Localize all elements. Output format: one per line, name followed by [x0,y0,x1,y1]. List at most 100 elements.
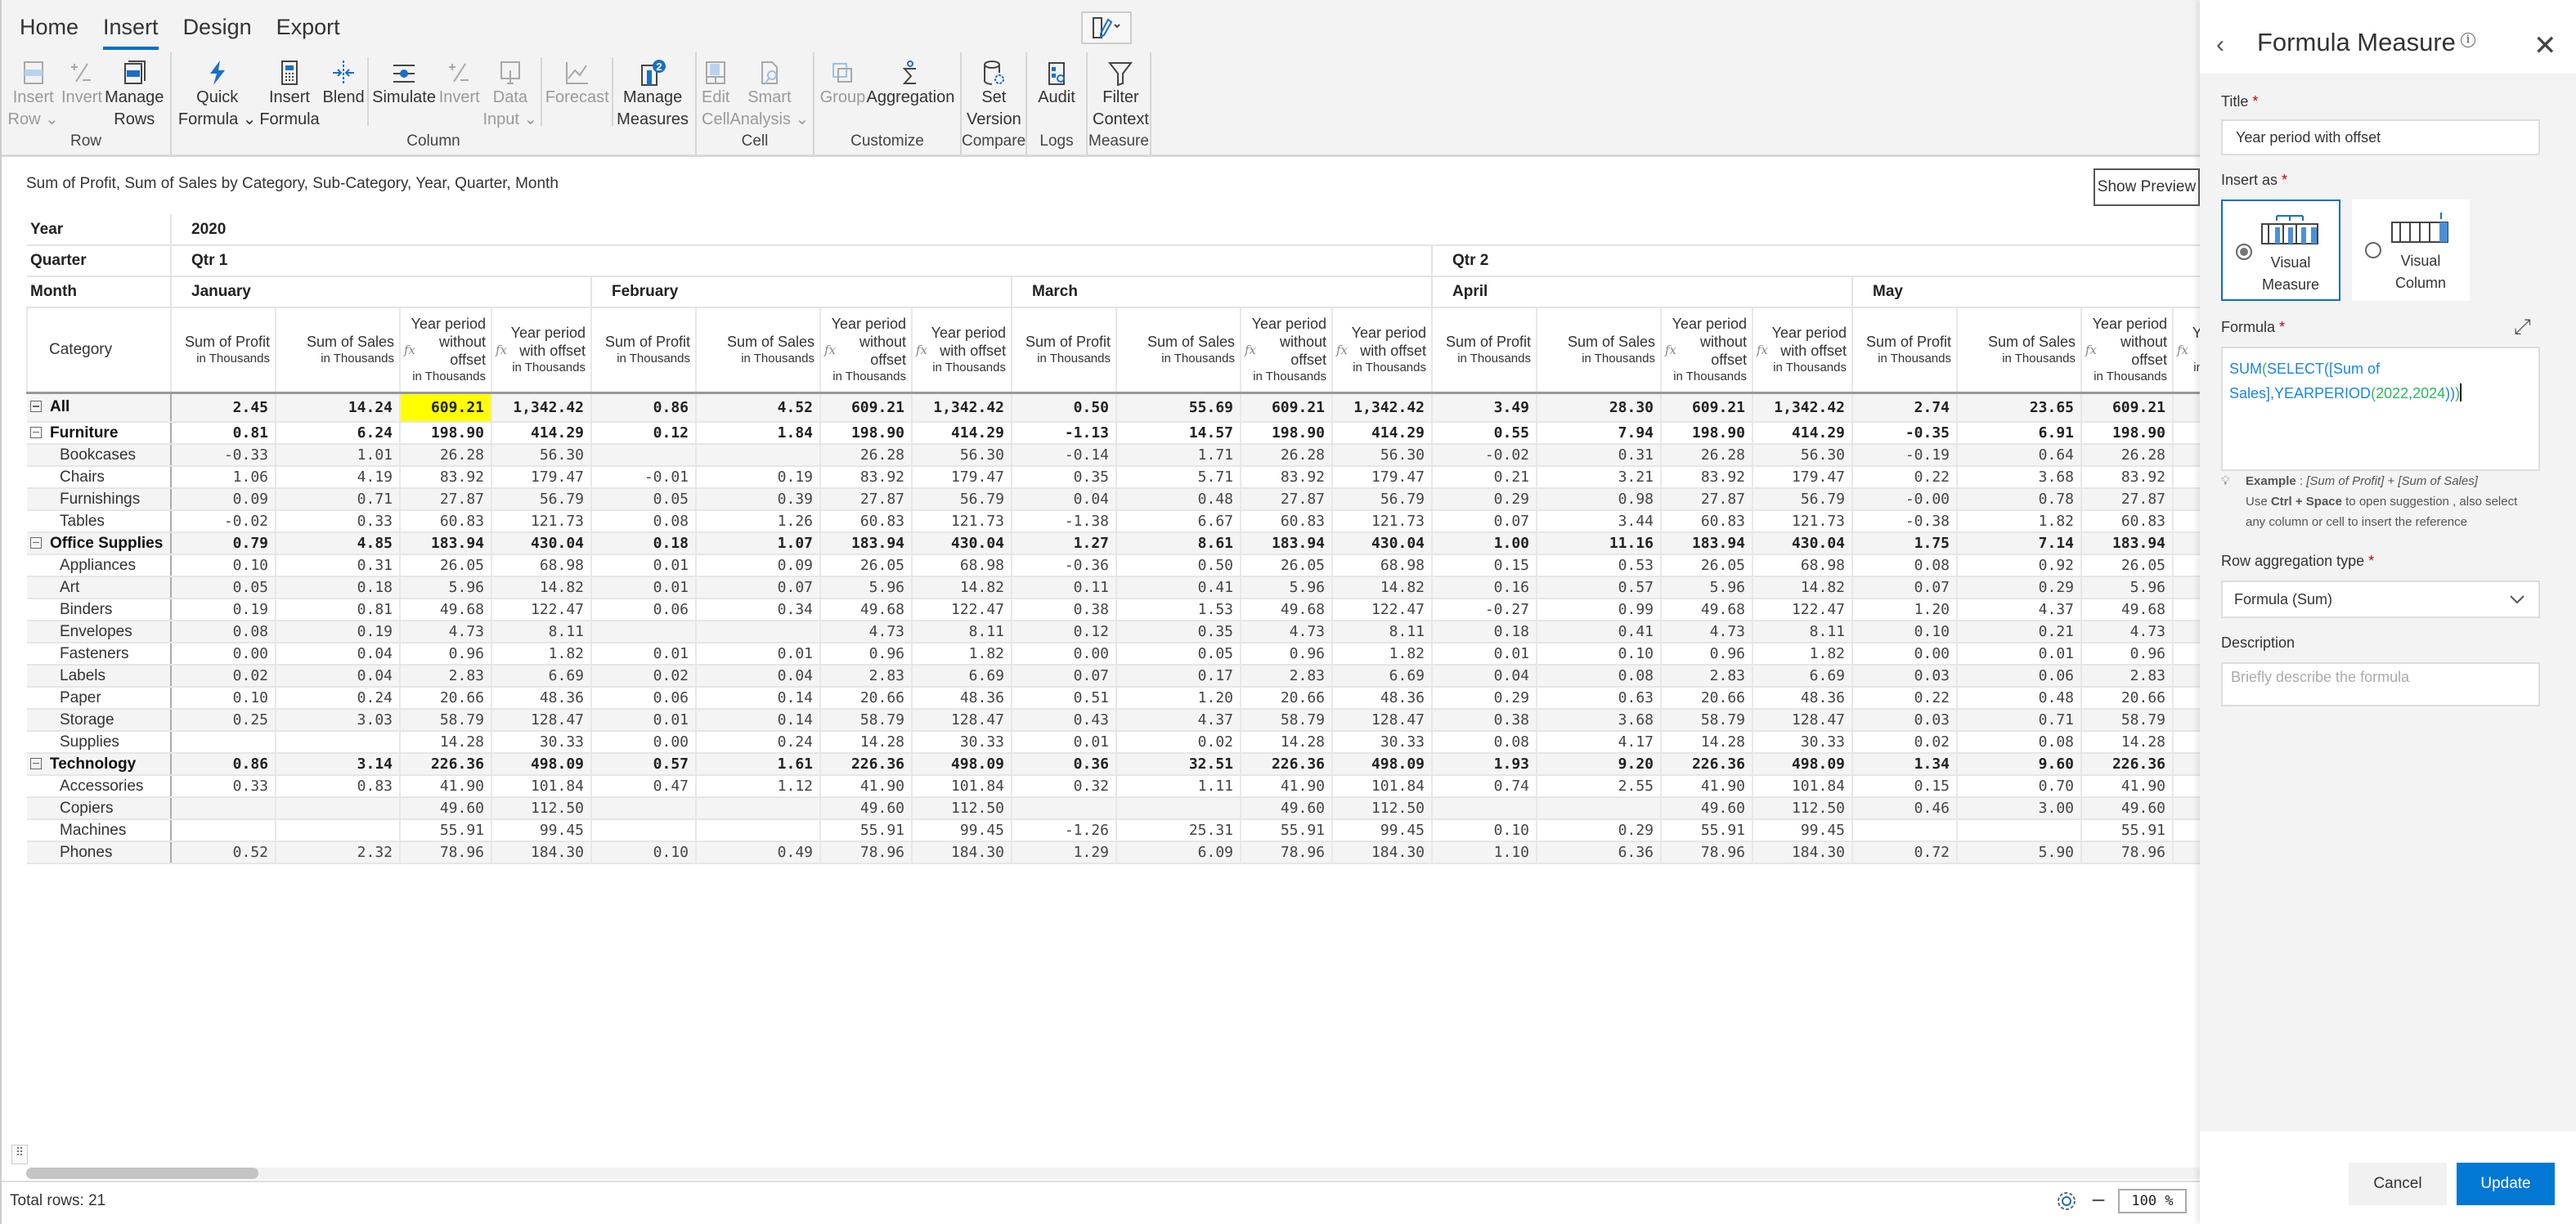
data-cell[interactable]: 4.73 [2081,621,2174,643]
data-cell[interactable] [2173,687,2201,710]
data-cell[interactable]: 0.32 [1012,775,1117,798]
data-cell[interactable] [591,819,697,842]
data-cell[interactable]: 0.01 [591,554,697,577]
data-cell[interactable]: 0.10 [1852,621,1958,643]
back-chevron-icon[interactable]: ‹ [2216,31,2224,58]
data-cell[interactable]: 198.90 [1661,422,1753,445]
data-cell[interactable] [591,621,697,643]
data-cell[interactable]: 1.61 [696,753,821,776]
collapse-icon[interactable] [30,536,42,549]
data-cell[interactable]: 179.47 [912,466,1012,489]
data-cell[interactable]: 27.87 [820,488,913,511]
data-cell[interactable]: 6.69 [912,665,1012,688]
measure-column-header[interactable]: Sum of Profit in Thousands [1851,307,1958,394]
data-cell[interactable]: 0.11 [1012,576,1117,599]
data-cell[interactable]: 8.11 [912,621,1012,643]
data-cell[interactable]: 14.57 [1116,422,1241,445]
data-cell[interactable]: 183.94 [1661,532,1753,555]
data-cell[interactable]: 128.47 [912,709,1012,732]
data-cell[interactable]: 183.94 [1241,532,1333,555]
data-cell[interactable]: 6.69 [491,665,592,688]
show-preview-button[interactable]: Show Preview [2094,168,2200,206]
data-cell[interactable]: 1.82 [1332,643,1433,666]
data-cell[interactable]: 2.83 [820,665,913,688]
data-cell[interactable]: 0.52 [171,841,276,864]
data-cell[interactable]: 20.66 [2081,687,2174,710]
data-cell[interactable]: 0.12 [1012,621,1117,643]
month-header[interactable]: February [590,276,1012,308]
data-cell[interactable]: 0.31 [1537,444,1662,467]
blend-button[interactable]: Blend [322,52,365,131]
data-cell[interactable]: 7.14 [1957,532,2082,555]
data-cell[interactable]: 0.78 [1957,488,2082,511]
data-cell[interactable] [2173,554,2201,577]
data-cell[interactable]: 414.29 [912,422,1012,445]
data-cell[interactable]: 128.47 [1332,709,1433,732]
data-cell[interactable] [2173,392,2201,423]
data-cell[interactable]: 4.73 [1241,621,1333,643]
data-cell[interactable]: 0.33 [171,775,276,798]
data-cell[interactable]: 83.92 [820,466,913,489]
data-cell[interactable]: 3.49 [1432,392,1537,423]
data-cell[interactable]: -0.02 [171,510,276,533]
visual-column-radio[interactable] [2365,242,2381,258]
data-cell[interactable]: 68.98 [912,554,1012,577]
data-cell[interactable]: 0.55 [1432,422,1537,445]
data-cell[interactable]: 68.98 [491,554,592,577]
data-cell[interactable]: 0.08 [1432,731,1537,754]
data-cell[interactable]: 6.36 [1537,841,1662,864]
data-cell[interactable] [2173,532,2201,555]
edit-mode-button[interactable] [1081,11,1132,44]
data-cell[interactable]: 0.29 [1432,488,1537,511]
data-cell[interactable]: -0.02 [1432,444,1537,467]
data-cell[interactable]: 41.90 [400,775,492,798]
data-cell[interactable]: 0.18 [1432,621,1537,643]
data-cell[interactable]: 8.11 [491,621,592,643]
measure-column-header[interactable]: fx Year period without offset in Thousands [1240,307,1333,394]
data-cell[interactable]: 27.87 [400,488,492,511]
data-cell[interactable]: 0.50 [1012,392,1117,423]
data-cell[interactable]: 6.69 [1752,665,1853,688]
zoom-level-input[interactable]: 100 % [2118,1189,2187,1213]
measure-column-header[interactable]: Sum of Profit in Thousands [1431,307,1537,394]
data-cell[interactable]: 1.00 [1432,532,1537,555]
data-cell[interactable]: 2.74 [1852,392,1958,423]
data-cell[interactable]: 60.83 [1241,510,1333,533]
data-cell[interactable]: 184.30 [1752,841,1853,864]
data-cell[interactable]: 0.49 [696,841,821,864]
data-cell[interactable]: 0.29 [1957,576,2082,599]
data-cell[interactable]: 179.47 [1332,466,1433,489]
data-cell[interactable]: 11.16 [1537,532,1662,555]
data-cell[interactable]: 48.36 [491,687,592,710]
data-cell[interactable]: 56.30 [1332,444,1433,467]
data-cell[interactable]: 58.79 [1241,709,1333,732]
data-cell[interactable]: 26.05 [2081,554,2174,577]
data-cell[interactable]: 78.96 [2081,841,2174,864]
measure-column-header[interactable]: Sum of Sales in Thousands [1956,307,2082,394]
update-button[interactable]: Update [2457,1163,2555,1205]
formula-editor[interactable]: SUM(SELECT([Sum of Sales],YEARPERIOD(202… [2221,347,2540,471]
data-cell[interactable] [2173,621,2201,643]
month-header[interactable]: April [1431,276,1852,308]
data-cell[interactable]: 0.01 [696,643,821,666]
data-cell[interactable]: 0.18 [591,532,697,555]
data-cell[interactable] [2173,466,2201,489]
data-cell[interactable]: 0.12 [591,422,697,445]
data-cell[interactable]: 0.05 [1116,643,1241,666]
data-cell[interactable]: -1.26 [1012,819,1117,842]
data-cell[interactable]: 60.83 [400,510,492,533]
data-cell[interactable]: 0.00 [591,731,697,754]
quarter-header[interactable]: Qtr 1 [170,245,1432,277]
data-cell[interactable]: 121.73 [912,510,1012,533]
tab-home[interactable]: Home [20,15,79,39]
month-header[interactable]: May [1851,276,2201,308]
data-cell[interactable] [2173,709,2201,732]
data-cell[interactable]: 414.29 [491,422,592,445]
data-cell[interactable]: 2.83 [2081,665,2174,688]
data-cell[interactable]: 609.21 [820,392,913,423]
data-cell[interactable]: 26.05 [1241,554,1333,577]
scrollbar-thumb[interactable] [26,1168,258,1179]
data-cell[interactable]: 0.06 [1957,665,2082,688]
data-cell[interactable]: 0.02 [1116,731,1241,754]
